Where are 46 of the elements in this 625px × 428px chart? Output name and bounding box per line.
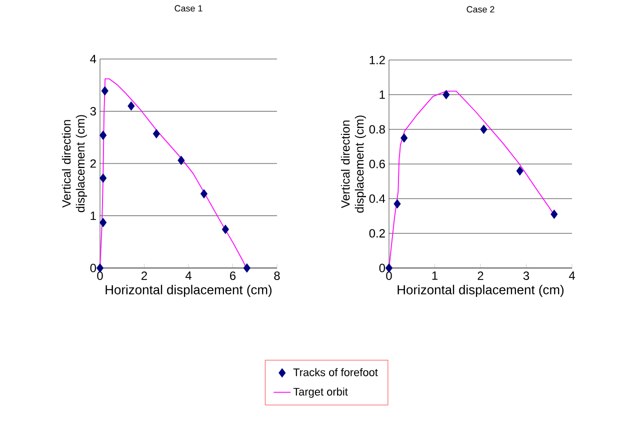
point <box>100 218 107 228</box>
x-tick-label: 4 <box>568 272 575 280</box>
point <box>442 90 450 100</box>
y-tick-label: 0 <box>90 264 96 272</box>
chart-title: Case 1 <box>174 5 202 12</box>
y-tick-label: 1 <box>380 90 385 99</box>
legend-label: Tracks of forefoot <box>293 368 378 376</box>
point <box>100 173 107 183</box>
x-tick-label: 0 <box>97 272 103 280</box>
legend-label: Target orbit <box>293 388 348 398</box>
y-tick-label: 0.6 <box>369 160 385 168</box>
x-axis-title: Horizontal displacement (cm) <box>106 284 272 297</box>
y-tick-label: 0.8 <box>369 125 385 134</box>
y-tick-label: 0.2 <box>369 229 385 238</box>
point <box>100 130 107 140</box>
x-tick-label: 1 <box>432 272 438 280</box>
point <box>243 263 250 273</box>
point <box>480 124 488 134</box>
x-tick-label: 8 <box>274 272 280 280</box>
x-tick-label: 0 <box>386 272 392 280</box>
y-tick-label: 3 <box>90 107 96 116</box>
x-tick-label: 4 <box>185 272 192 280</box>
y-tick-label: 1.2 <box>370 56 385 64</box>
point <box>101 86 108 96</box>
x-tick-label: 6 <box>230 272 236 280</box>
point <box>516 166 524 176</box>
point <box>152 129 160 138</box>
point <box>550 210 558 219</box>
y-tick-label: 4 <box>90 54 96 64</box>
y-axis-title: Vertical direction displacement (cm) <box>340 116 366 213</box>
point <box>200 189 208 198</box>
y-tick-label: 1 <box>90 212 96 220</box>
point <box>178 156 185 166</box>
point <box>128 101 135 111</box>
y-tick-label: 0.4 <box>369 194 386 203</box>
y-axis-title: Vertical direction displacement (cm) <box>62 115 87 212</box>
point <box>222 224 230 234</box>
x-tick-label: 2 <box>478 272 484 280</box>
y-tick-label: 2 <box>90 159 96 168</box>
point <box>400 133 408 143</box>
point <box>394 199 401 209</box>
chart-title: Case 2 <box>466 6 494 13</box>
y-tick-label: 0 <box>379 264 386 272</box>
x-tick-label: 3 <box>523 272 530 280</box>
x-tick-label: 2 <box>142 272 147 280</box>
x-axis-title: Horizontal displacement (cm) <box>398 284 564 297</box>
